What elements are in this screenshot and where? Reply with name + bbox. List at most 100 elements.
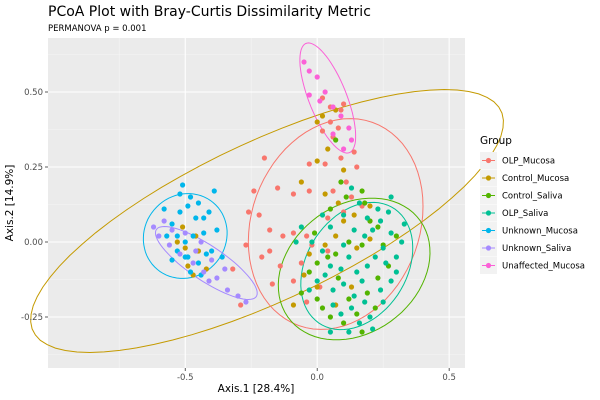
- legend-key-point: [485, 210, 492, 216]
- point-control-mucosa: [314, 158, 320, 164]
- point-olp-mucosa: [267, 248, 273, 254]
- point-olp-saliva: [377, 218, 384, 224]
- point-olp-saliva: [306, 287, 312, 293]
- point-unknown-saliva: [222, 266, 228, 272]
- point-olp-saliva: [370, 326, 376, 332]
- point-olp-mucosa: [348, 194, 355, 200]
- point-control-saliva: [338, 179, 344, 185]
- legend: Group OLP_Mucosa Control_Mucosa Control_Sa…: [480, 135, 585, 274]
- point-olp-mucosa: [304, 233, 310, 239]
- point-unknown-saliva: [150, 224, 157, 230]
- point-unknown-saliva: [182, 230, 188, 236]
- point-olp-mucosa: [343, 179, 349, 185]
- point-control-saliva: [335, 275, 341, 281]
- point-control-mucosa: [298, 179, 304, 185]
- x-tick-label: 0.5: [442, 373, 456, 383]
- point-control-mucosa: [348, 284, 355, 290]
- point-olp-saliva: [327, 329, 333, 335]
- point-olp-mucosa: [325, 215, 331, 221]
- point-unknown-saliva: [214, 275, 220, 281]
- point-olp-mucosa: [259, 254, 265, 260]
- point-unknown-mucosa: [195, 260, 202, 266]
- point-olp-saliva: [393, 254, 399, 260]
- point-olp-mucosa: [290, 230, 297, 236]
- point-olp-saliva: [309, 239, 315, 245]
- ellipse-unknown-mucosa: [142, 193, 228, 279]
- point-olp-mucosa: [298, 260, 304, 266]
- point-unaffected-mucosa: [317, 98, 323, 104]
- point-control-saliva: [346, 239, 352, 245]
- x-tick-label: 0.0: [310, 373, 324, 383]
- legend-label: Control_Saliva: [502, 192, 563, 202]
- point-unknown-saliva: [209, 257, 215, 263]
- point-olp-saliva: [399, 239, 405, 245]
- point-control-saliva: [327, 206, 333, 212]
- point-unaffected-mucosa: [340, 146, 347, 152]
- point-unknown-saliva: [198, 239, 204, 245]
- point-control-saliva: [311, 230, 318, 236]
- point-olp-saliva: [356, 200, 363, 206]
- point-olp-mucosa: [261, 155, 268, 161]
- point-olp-saliva: [359, 278, 365, 284]
- point-olp-saliva: [383, 260, 389, 266]
- point-olp-saliva: [327, 224, 333, 230]
- point-olp-mucosa: [267, 227, 273, 233]
- point-unknown-mucosa: [177, 191, 183, 197]
- point-control-saliva: [393, 233, 399, 239]
- point-olp-saliva: [364, 215, 370, 221]
- point-olp-saliva: [314, 278, 320, 284]
- y-axis-title: Axis.2 [14.9%]: [4, 165, 16, 242]
- legend-item-unknown-mucosa: Unknown_Mucosa: [480, 222, 578, 239]
- point-unknown-mucosa: [195, 200, 202, 206]
- point-olp-saliva: [385, 209, 392, 215]
- point-olp-saliva: [348, 185, 355, 191]
- ellipse-olp-saliva: [300, 201, 414, 331]
- point-unaffected-mucosa: [338, 113, 344, 119]
- point-olp-saliva: [356, 320, 363, 326]
- point-olp-saliva: [388, 194, 394, 200]
- point-unaffected-mucosa: [348, 137, 355, 143]
- point-unknown-mucosa: [214, 227, 220, 233]
- point-unknown-saliva: [235, 293, 241, 299]
- ellipse-control-mucosa: [30, 88, 504, 354]
- point-unknown-mucosa: [161, 206, 167, 212]
- point-control-mucosa: [301, 272, 307, 278]
- point-unknown-mucosa: [206, 209, 212, 215]
- legend-item-olp-saliva: OLP_Saliva: [480, 204, 548, 222]
- point-olp-saliva: [388, 278, 394, 284]
- y-tick-label: 0.50: [24, 88, 43, 98]
- point-control-saliva: [354, 311, 360, 317]
- ellipse-control-saliva: [277, 197, 431, 341]
- point-unknown-mucosa: [201, 215, 207, 221]
- point-olp-mucosa: [251, 188, 257, 194]
- point-unknown-mucosa: [209, 248, 215, 254]
- point-olp-saliva: [351, 293, 357, 299]
- point-unknown-mucosa: [203, 251, 209, 257]
- point-control-saliva: [359, 242, 365, 248]
- point-olp-saliva: [340, 212, 347, 218]
- point-olp-mucosa: [256, 212, 262, 218]
- point-unaffected-mucosa: [346, 125, 352, 131]
- point-unknown-saliva: [224, 287, 231, 293]
- ellipse-unaffected-mucosa: [299, 42, 357, 154]
- legend-label: OLP_Mucosa: [502, 157, 555, 167]
- legend-key-point: [485, 157, 492, 164]
- chart-title: PCoA Plot with Bray-Curtis Dissimilarity…: [48, 4, 371, 20]
- point-control-mucosa: [322, 191, 328, 197]
- point-control-saliva: [364, 290, 370, 296]
- point-control-saliva: [298, 290, 304, 296]
- point-olp-mucosa: [338, 155, 344, 161]
- legend-key-point: [485, 175, 492, 181]
- point-control-mucosa: [314, 119, 320, 125]
- point-unknown-mucosa: [190, 233, 196, 239]
- ellipse-unknown-saliva: [154, 225, 258, 301]
- plot-panel: [48, 38, 465, 368]
- point-olp-saliva: [330, 287, 336, 293]
- gridlines: [48, 38, 465, 368]
- point-unknown-mucosa: [211, 188, 217, 194]
- point-control-saliva: [314, 296, 320, 302]
- point-unknown-mucosa: [169, 221, 175, 227]
- point-unknown-mucosa: [180, 182, 186, 188]
- point-control-saliva: [306, 269, 312, 275]
